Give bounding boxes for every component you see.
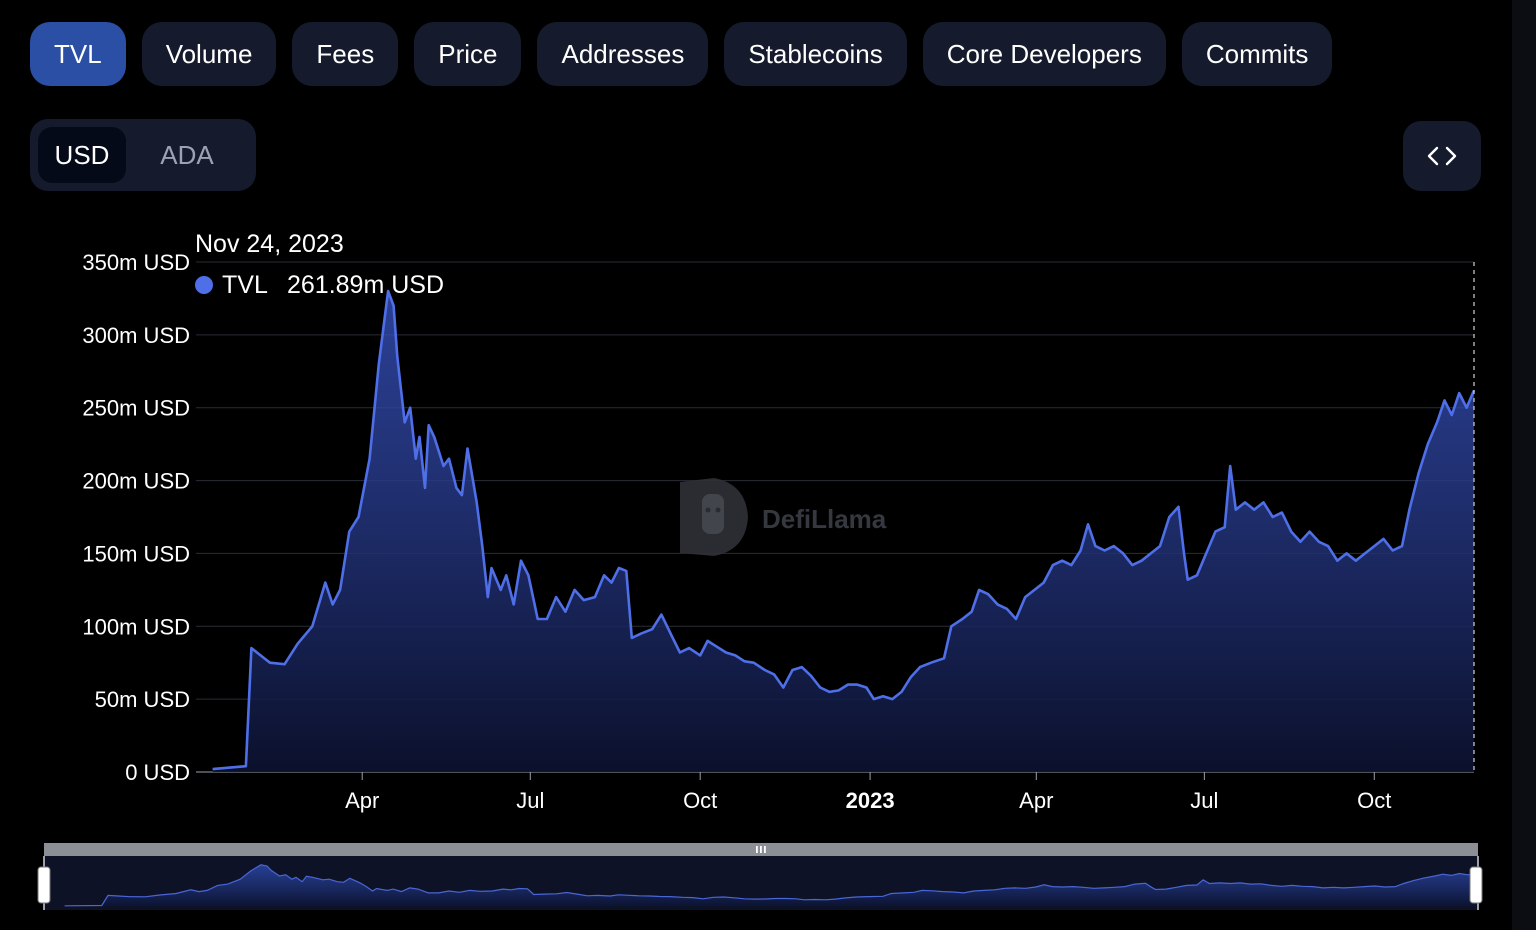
y-tick-label: 150m USD xyxy=(82,541,190,566)
currency-option-usd[interactable]: USD xyxy=(38,127,126,183)
tooltip-value: 261.89m USD xyxy=(287,271,444,299)
tab-commits[interactable]: Commits xyxy=(1181,22,1333,86)
page-edge xyxy=(1512,0,1536,930)
embed-button[interactable] xyxy=(1403,121,1481,191)
y-tick-label: 350m USD xyxy=(82,250,190,275)
watermark-label: DefiLlama xyxy=(762,504,887,534)
tvl-area-fill xyxy=(212,291,1475,772)
llama-logo-icon xyxy=(680,478,748,556)
y-tick-label: 250m USD xyxy=(82,396,190,421)
slider-grip-icon[interactable] xyxy=(756,846,766,853)
y-tick-label: 50m USD xyxy=(95,687,190,712)
tab-core-developers[interactable]: Core Developers xyxy=(922,22,1166,86)
x-tick-label: Oct xyxy=(683,788,717,813)
y-tick-label: 0 USD xyxy=(125,760,190,785)
tooltip-marker xyxy=(195,276,213,294)
tab-price[interactable]: Price xyxy=(414,22,522,86)
tvl-area xyxy=(212,291,1475,772)
tooltip-series: TVL xyxy=(222,271,268,299)
watermark: DefiLlama xyxy=(680,478,887,556)
y-tick-label: 200m USD xyxy=(82,469,190,494)
x-tick-label: Jul xyxy=(1190,788,1218,813)
x-tick-label: Apr xyxy=(345,788,379,813)
x-tick-label: Apr xyxy=(1019,788,1053,813)
tab-stablecoins[interactable]: Stablecoins xyxy=(724,22,907,86)
x-tick-label: 2023 xyxy=(846,788,895,813)
tab-tvl[interactable]: TVL xyxy=(30,22,126,86)
x-axis: Apr Jul Oct 2023 Apr Jul Oct xyxy=(345,772,1391,813)
metric-tabs: TVL Volume Fees Price Addresses Stableco… xyxy=(30,22,1333,86)
tab-fees[interactable]: Fees xyxy=(292,22,399,86)
x-tick-label: Jul xyxy=(516,788,544,813)
mini-area xyxy=(64,864,1477,906)
tvl-series-line xyxy=(212,289,1476,771)
slider-handle-right[interactable] xyxy=(1469,866,1483,904)
y-axis: 0 USD 50m USD 100m USD 150m USD 200m USD 250m… xyxy=(82,250,190,785)
code-brackets-icon xyxy=(1427,146,1457,166)
y-tick-label: 100m USD xyxy=(82,614,190,639)
tooltip: Nov 24, 2023 TVL 261.89m USD xyxy=(195,230,444,299)
tab-volume[interactable]: Volume xyxy=(141,22,277,86)
tooltip-date: Nov 24, 2023 xyxy=(195,230,344,258)
mini-chart xyxy=(64,864,1477,907)
y-tick-label: 300m USD xyxy=(82,323,190,348)
slider-handle-left[interactable] xyxy=(37,866,51,904)
range-slider[interactable] xyxy=(37,843,1483,910)
tvl-line xyxy=(212,289,1476,771)
currency-toggle: USD ADA xyxy=(30,119,256,191)
tab-addresses[interactable]: Addresses xyxy=(537,22,709,86)
currency-option-ada[interactable]: ADA xyxy=(160,139,214,170)
x-tick-label: Oct xyxy=(1357,788,1391,813)
mini-line xyxy=(64,864,1477,907)
